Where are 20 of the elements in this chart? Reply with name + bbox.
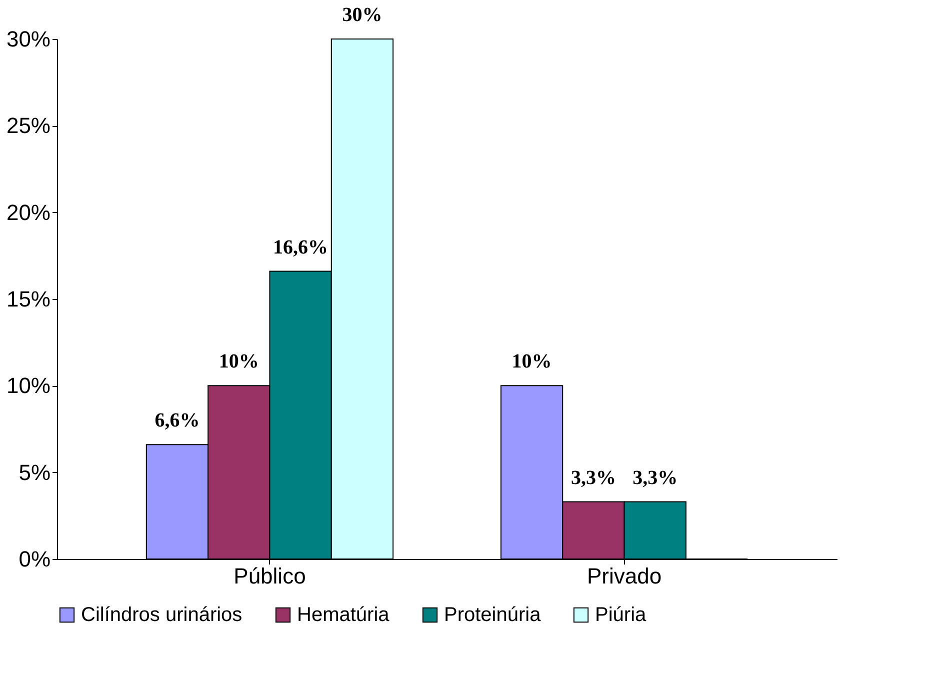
data-label: 3,3%	[570, 466, 616, 489]
data-label: 10%	[218, 350, 259, 373]
y-tick-label: 30%	[6, 26, 50, 52]
y-tick-label: 10%	[6, 373, 50, 398]
data-label: 10%	[512, 350, 552, 373]
data-label: 6,6%	[154, 410, 200, 432]
y-tick-label: 0%	[18, 546, 50, 572]
y-tick-label: 5%	[18, 460, 50, 485]
legend-label: Hematúria	[297, 604, 390, 626]
legend-label: Proteinúria	[444, 604, 542, 626]
x-tick-label: Privado	[586, 564, 662, 588]
y-tick-label: 25%	[6, 113, 50, 138]
x-tick-label: Público	[234, 564, 306, 588]
data-label: 16,6%	[273, 236, 328, 258]
data-label: 3,3%	[632, 466, 678, 489]
legend-label: Cilíndros urinários	[81, 604, 242, 626]
legend-label: Piúria	[595, 604, 648, 626]
data-label: 30%	[342, 4, 382, 26]
y-tick-label: 20%	[6, 200, 50, 225]
y-tick-label: 15%	[6, 286, 50, 312]
